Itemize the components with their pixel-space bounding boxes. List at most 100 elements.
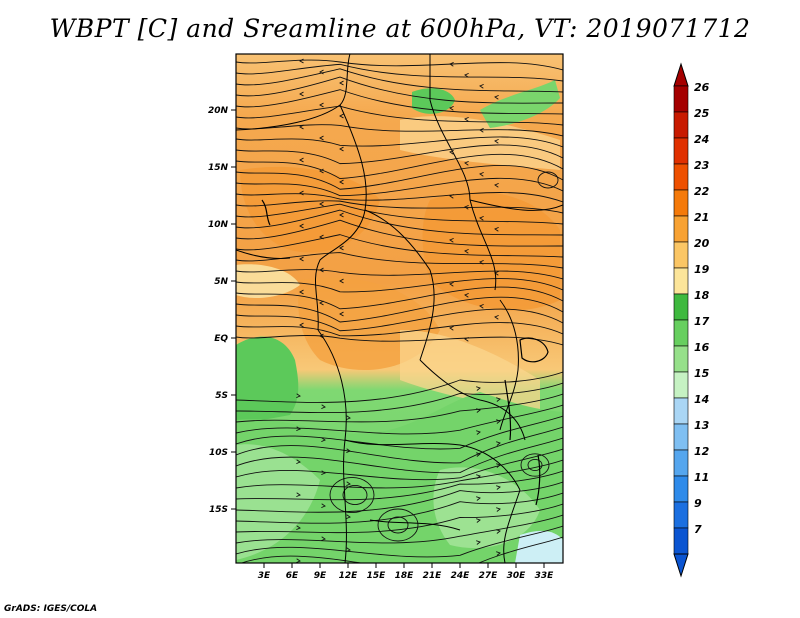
streamline-arrow	[496, 463, 501, 468]
streamline	[236, 492, 563, 524]
streamline	[236, 68, 563, 93]
streamline-arrow	[449, 237, 454, 243]
streamline-arrow	[464, 292, 469, 298]
streamline-arrow	[339, 179, 344, 185]
streamline-arrow	[476, 430, 481, 435]
latitude-axis: 20N 15N 10N 5N EQ 5S 10S 15S	[208, 106, 236, 515]
streamline-arrow	[319, 267, 324, 273]
streamline-arrow	[339, 80, 344, 86]
colorbar-swatch	[673, 371, 689, 399]
streamline-arrow	[449, 281, 454, 287]
streamline-arrow	[346, 481, 351, 487]
streamline-arrow	[494, 182, 499, 188]
streamline-arrow	[476, 474, 481, 479]
lake-volta	[261, 199, 271, 226]
streamline	[236, 234, 563, 258]
streamline-arrow	[346, 415, 351, 421]
streamline	[236, 404, 563, 435]
green-sahara-patch	[412, 88, 455, 114]
colorbar-level-label: 26	[694, 81, 710, 94]
colorbar-bottom-arrow	[673, 553, 689, 578]
lake-tanganyika	[504, 379, 512, 441]
lat-label: 5S	[215, 391, 228, 401]
streamline-arrow	[321, 503, 326, 509]
streamline	[236, 335, 563, 346]
streamline-arrow	[321, 404, 326, 410]
streamline-arrow	[476, 540, 481, 545]
streamline-arrow	[464, 72, 469, 78]
streamline-arrow	[296, 492, 301, 498]
streamline-arrow	[464, 160, 469, 166]
lon-label: 30E	[507, 571, 527, 581]
streamline	[236, 322, 563, 337]
streamline-arrow	[476, 386, 481, 391]
pale-blue-corner	[515, 530, 563, 563]
streamline-arrow	[346, 514, 351, 520]
colorbar-swatch	[673, 475, 689, 503]
streamline	[236, 308, 563, 332]
light-band-5s	[400, 330, 540, 410]
streamline-arrow	[296, 558, 301, 563]
eddy	[537, 171, 559, 189]
streamline-arrow	[464, 116, 469, 122]
colorbar-level-label: 12	[694, 445, 710, 458]
streamline-arrow	[476, 452, 481, 457]
streamline-arrow	[339, 113, 344, 119]
colorbar-swatch	[673, 163, 689, 191]
streamline-arrow	[479, 303, 484, 309]
credit-text: GrADS: IGES/COLA	[4, 604, 98, 614]
light-band-5n	[236, 264, 300, 298]
colorbar-swatch	[673, 241, 689, 269]
streamline-arrow	[296, 525, 301, 531]
colorbar-swatch	[673, 293, 689, 321]
streamline-arrow	[319, 201, 324, 207]
colorbar-level-label: 9	[694, 497, 702, 510]
light-green-se	[433, 467, 540, 549]
streamline-arrow	[299, 223, 304, 229]
streamlines	[236, 58, 563, 563]
lon-label: 24E	[451, 571, 471, 581]
lon-label: 21E	[423, 571, 443, 581]
streamline-arrow	[449, 61, 454, 67]
streamline-arrow	[321, 470, 326, 476]
streamline-arrow	[339, 245, 344, 251]
colorbar-level-label: 11	[694, 471, 709, 484]
streamline-arrow	[464, 204, 469, 210]
colorbar-swatch	[673, 527, 689, 555]
streamline	[236, 89, 563, 115]
wbpt-field	[236, 54, 563, 563]
eddy	[520, 453, 550, 477]
colorbar-top-arrow	[673, 62, 689, 87]
eddy	[387, 516, 409, 534]
colorbar-level-label: 24	[694, 133, 709, 146]
streamline	[236, 481, 563, 513]
colorbar: 26 25 24 23 22 21 20 19 18 17 16 15 14 13 12 11 9 7	[673, 62, 710, 578]
streamline	[236, 136, 563, 148]
eddy	[329, 476, 375, 514]
colorbar-swatch	[673, 423, 689, 451]
streamline-arrow	[479, 259, 484, 265]
streamline-arrow	[496, 529, 501, 534]
lon-label: 33E	[535, 571, 555, 581]
streamline	[236, 459, 563, 489]
colorbar-swatch	[673, 267, 689, 295]
streamline-arrow	[319, 168, 324, 174]
streamline-arrow	[464, 336, 469, 342]
colorbar-level-label: 20	[694, 237, 710, 250]
streamline-arrow	[299, 124, 304, 130]
streamline	[236, 415, 563, 450]
colorbar-level-label: 21	[694, 211, 709, 224]
streamline-arrow	[496, 419, 501, 424]
streamline-arrow	[494, 226, 499, 232]
colorbar-level-label: 13	[694, 419, 710, 432]
lat-label: 5N	[214, 277, 228, 287]
streamline-arrow	[464, 248, 469, 254]
colorbar-swatch	[673, 449, 689, 477]
streamline-arrow	[319, 135, 324, 141]
longitude-axis: 3E 6E 9E 12E 15E 18E 21E 24E 27E 30E 33E	[258, 563, 554, 581]
lake-malawi	[535, 454, 541, 506]
streamline-arrow	[479, 127, 484, 133]
streamline	[236, 165, 563, 190]
streamline	[236, 278, 563, 293]
